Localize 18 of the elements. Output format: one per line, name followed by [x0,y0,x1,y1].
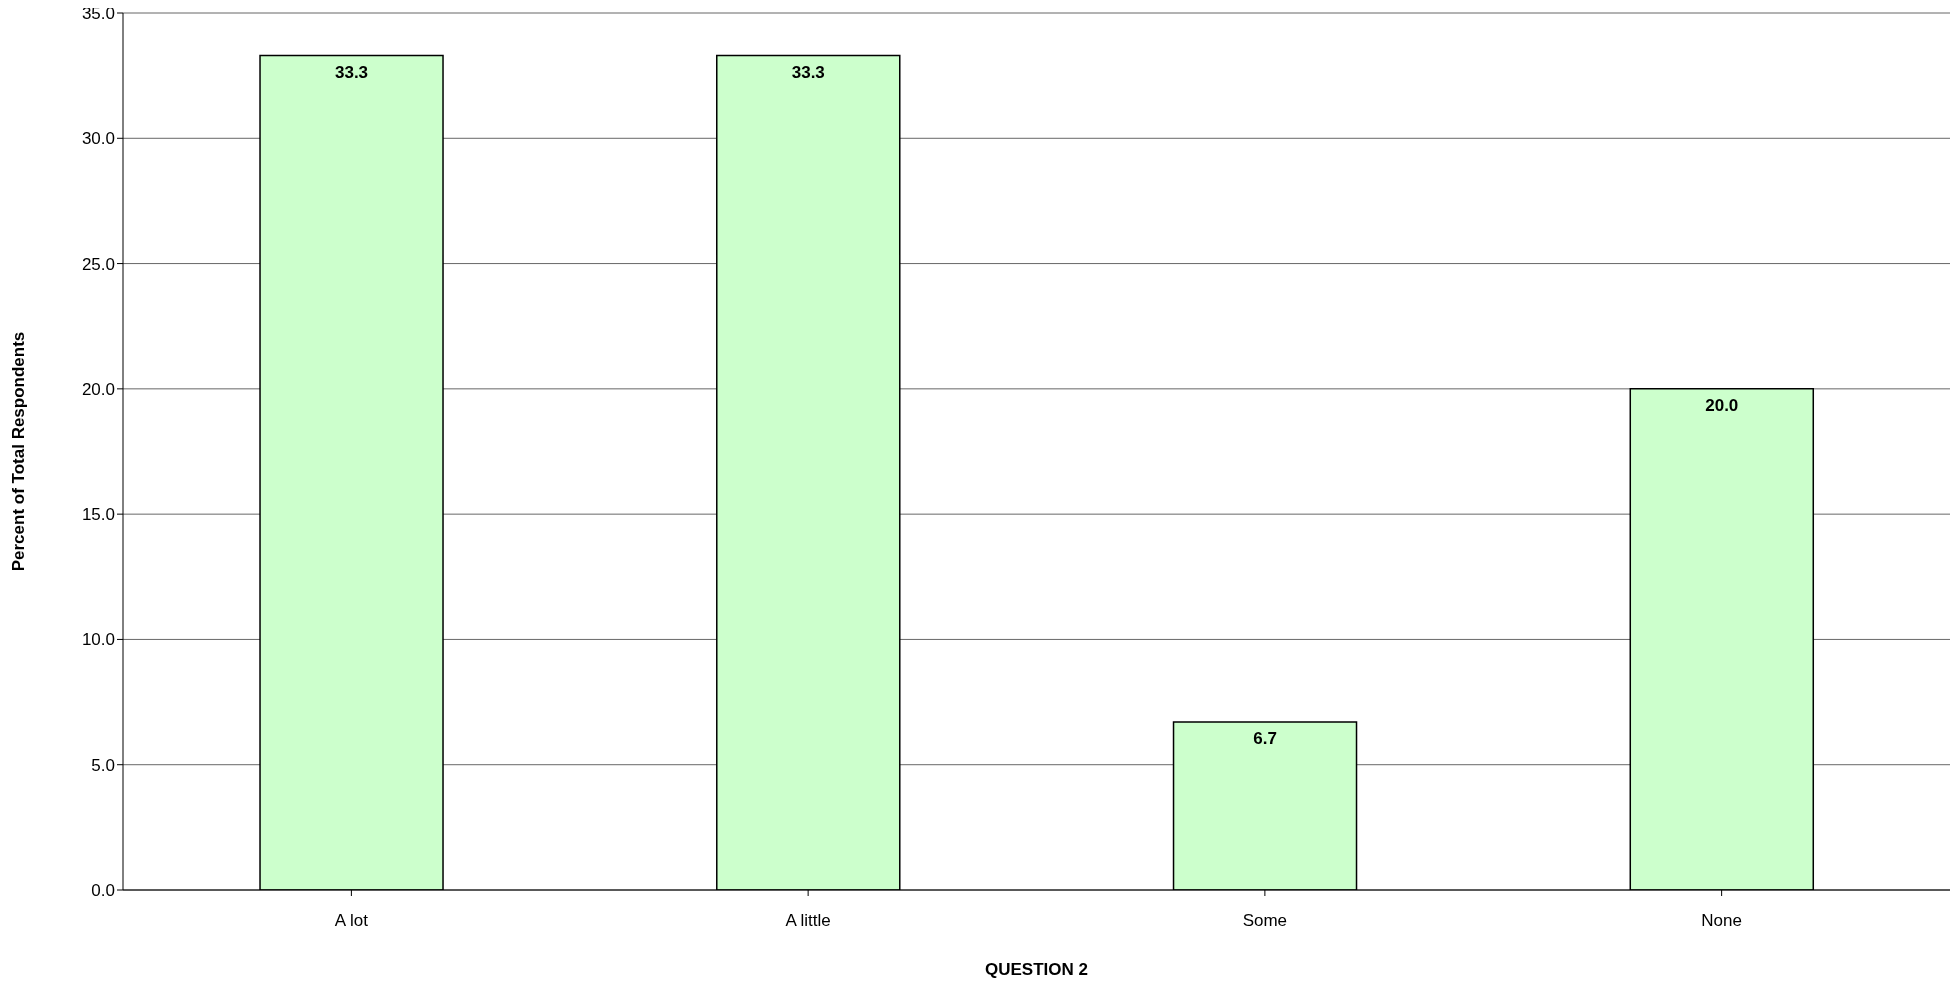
y-tick-label: 5.0 [91,755,115,775]
y-tick-label: 30.0 [81,129,115,149]
y-tick-label: 0.0 [91,881,115,901]
y-tick-label: 15.0 [81,505,115,525]
x-tick-label: A little [785,911,831,931]
data-label: 33.3 [334,62,369,82]
data-label: 20.0 [1705,395,1739,415]
x-tick-label: None [1701,911,1742,931]
y-axis-title: Percent of Total Respondents [9,331,29,572]
y-tick-label: 20.0 [81,379,115,399]
y-tick-label: 25.0 [81,254,115,274]
x-tick-label: A lot [334,911,369,931]
data-label: 33.3 [791,62,825,82]
x-tick-label: Some [1242,911,1288,931]
x-axis-title: QUESTION 2 [985,960,1088,979]
data-label: 6.7 [1253,729,1277,749]
y-tick-label: 35.0 [81,4,115,24]
y-tick-label: 10.0 [81,630,115,650]
